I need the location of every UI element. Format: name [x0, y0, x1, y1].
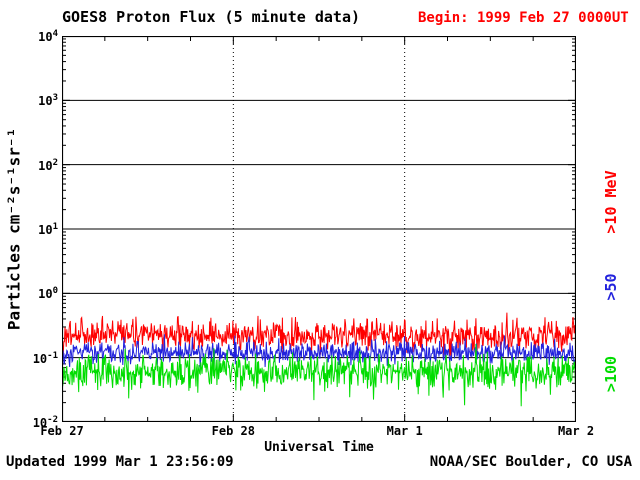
series-line-1-50 [62, 334, 576, 371]
series-label-gt10mev: >10 MeV [602, 170, 620, 234]
series-label-gt50: >50 [602, 273, 620, 301]
y-tick-label: 102 [38, 157, 58, 173]
y-tick-label: 10-2 [32, 415, 58, 430]
begin-timestamp-label: Begin: 1999 Feb 27 0000UT [418, 10, 629, 26]
x-axis-label: Universal Time [264, 440, 374, 455]
plot-frame [62, 36, 576, 422]
series-line-0-10mev [62, 312, 576, 359]
plot-area [62, 36, 576, 422]
y-tick-label: 103 [38, 93, 58, 109]
series-line-2-100 [62, 343, 576, 407]
x-tick-label: Feb 28 [211, 424, 256, 438]
series-label-gt100: >100 [602, 355, 620, 393]
source-attribution-label: NOAA/SEC Boulder, CO USA [429, 454, 632, 470]
x-tick-label: Mar 2 [557, 424, 595, 438]
chart-title: GOES8 Proton Flux (5 minute data) [62, 8, 361, 26]
y-tick-label: 101 [38, 222, 58, 237]
x-tick-label: Mar 1 [386, 424, 423, 438]
y-tick-label: 104 [38, 29, 58, 44]
updated-timestamp-label: Updated 1999 Mar 1 23:56:09 [6, 454, 234, 470]
y-tick-label: 10-1 [32, 350, 58, 366]
y-tick-label: 100 [38, 286, 58, 302]
x-tick-label: Feb 27 [40, 424, 84, 438]
